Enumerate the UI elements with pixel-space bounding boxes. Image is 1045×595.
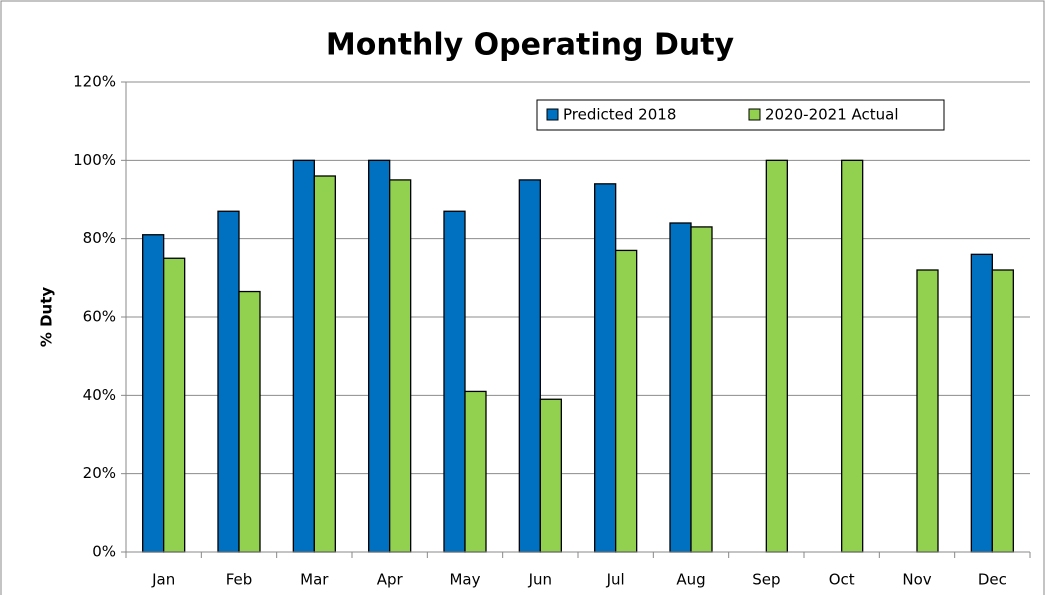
y-tick-label: 40% (83, 386, 116, 404)
bar (841, 159, 864, 553)
bar (443, 210, 466, 553)
bar (368, 159, 391, 553)
x-tick-label: May (449, 571, 480, 589)
bar (292, 159, 315, 553)
bar (163, 257, 186, 553)
y-tick-label: 100% (73, 151, 116, 169)
x-tick-label: Nov (902, 571, 931, 589)
legend-swatch (748, 108, 761, 121)
bar (389, 179, 412, 553)
legend-label: 2020-2021 Actual (765, 106, 899, 124)
bar (238, 290, 261, 553)
bar (669, 222, 692, 553)
y-tick-label: 60% (83, 308, 116, 326)
x-tick-label: Jun (528, 571, 552, 589)
legend-swatch (546, 108, 559, 121)
x-tick-label: Oct (829, 571, 855, 589)
bar (142, 234, 165, 553)
chart-title: Monthly Operating Duty (326, 28, 735, 63)
y-tick-label: 80% (83, 229, 116, 247)
bar (615, 249, 638, 553)
x-tick-label: Feb (226, 571, 253, 589)
bar (217, 210, 240, 553)
legend-box (536, 99, 945, 131)
bar (539, 398, 562, 553)
bar (464, 390, 487, 553)
bar (916, 269, 939, 553)
x-tick-label: Jul (606, 571, 625, 589)
x-tick-label: Mar (300, 571, 329, 589)
bar (991, 269, 1014, 553)
x-tick-label: Apr (377, 571, 404, 589)
y-axis-label: % Duty (38, 287, 56, 348)
y-tick-label: 0% (92, 543, 116, 561)
y-tick-label: 20% (83, 464, 116, 482)
bar (970, 253, 993, 553)
x-tick-label: Sep (752, 571, 780, 589)
y-tick-label: 120% (73, 73, 116, 91)
x-tick-label: Jan (151, 571, 175, 589)
legend-label: Predicted 2018 (563, 106, 676, 124)
bar (518, 179, 541, 553)
x-tick-label: Aug (676, 571, 705, 589)
x-tick-label: Dec (978, 571, 1007, 589)
bar (765, 159, 788, 553)
bar (690, 226, 713, 553)
bar (594, 183, 617, 553)
bar (313, 175, 336, 553)
